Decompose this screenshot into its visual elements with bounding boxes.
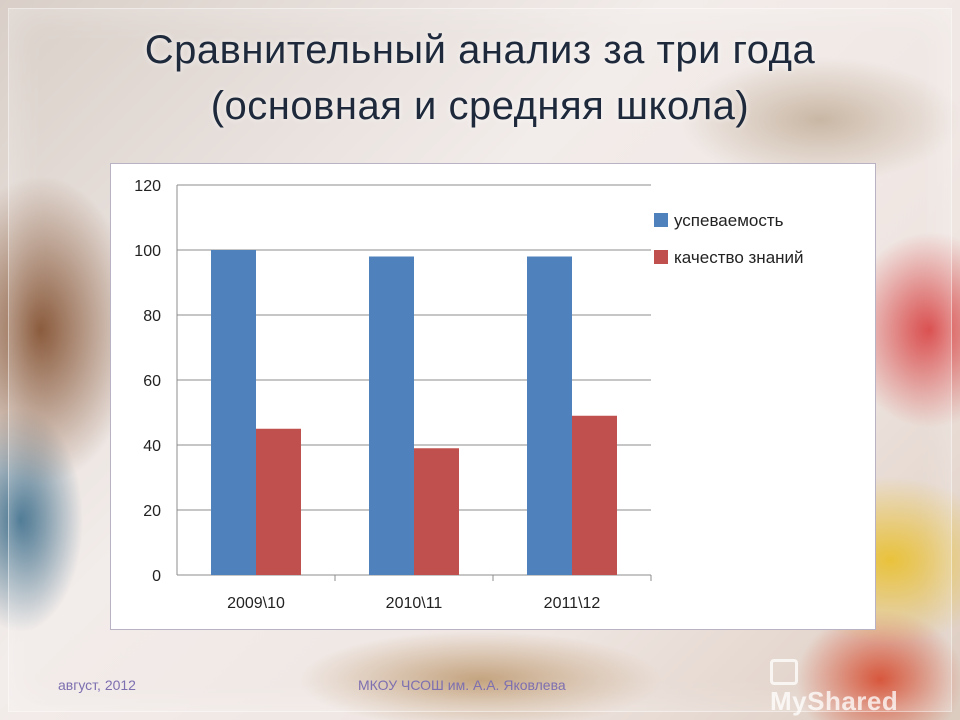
bar: [572, 415, 617, 575]
brand-text: MyShared: [770, 686, 899, 716]
brand-logo-icon: [770, 659, 798, 686]
x-tick-label: 2010\11: [386, 595, 443, 612]
footer-date: август, 2012: [58, 677, 136, 693]
legend-swatch: [654, 213, 668, 227]
bar-chart: 0 20 40 60 80 100 120 2009\10 2010\11 2011\12 успе…: [134, 178, 804, 612]
y-tick-label: 120: [134, 178, 161, 195]
slide-frame: [8, 8, 952, 712]
y-tick-label: 100: [134, 243, 161, 260]
x-tick-label: 2011\12: [544, 595, 601, 612]
chart-panel: 0 20 40 60 80 100 120 2009\10 2010\11 2011\12 успе…: [110, 163, 876, 630]
legend-label: успеваемость: [674, 211, 784, 230]
brand-watermark: MyShared: [770, 655, 930, 716]
bar: [369, 256, 414, 575]
y-tick-label: 40: [143, 438, 161, 455]
bar: [211, 250, 256, 575]
y-tick-label: 20: [143, 503, 161, 520]
bar: [527, 256, 572, 575]
title-line-1: Сравнительный анализ за три года: [144, 28, 816, 72]
y-tick-label: 60: [143, 373, 161, 390]
y-tick-label: 80: [143, 308, 161, 325]
legend-swatch: [654, 250, 668, 264]
x-tick-label: 2009\10: [227, 595, 285, 612]
footer-organization: МКОУ ЧСОШ им. А.А. Яковлева: [358, 677, 566, 693]
legend-label: качество знаний: [674, 248, 804, 267]
slide-title: Сравнительный анализ за три года (основн…: [40, 22, 920, 134]
title-line-2: (основная и средняя школа): [210, 84, 750, 128]
y-tick-label: 0: [152, 568, 161, 585]
bar: [414, 448, 459, 575]
bar: [256, 428, 301, 575]
